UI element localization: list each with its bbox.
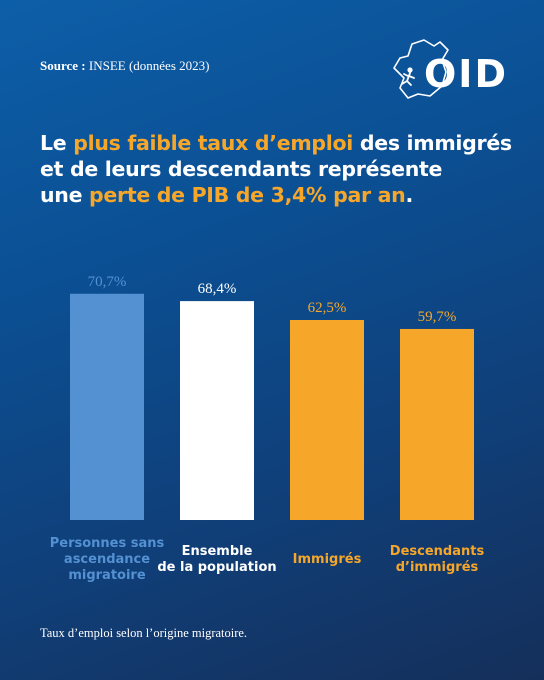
headline-line-1: Le plus faible taux d’emploi des immigré…	[40, 131, 512, 155]
headline: Le plus faible taux d’emploi des immigré…	[40, 130, 520, 208]
value-label-3: 62,5%	[308, 300, 347, 316]
category-label-4: Descendants d’immigrés	[390, 544, 485, 575]
category-label-3: Immigrés	[293, 552, 362, 567]
headline-highlight-2: perte de PIB de 3,4% par an	[89, 183, 406, 207]
category-label-1: Personnes sans ascendance migratoire	[50, 536, 165, 583]
bar-1	[70, 293, 144, 520]
value-label-1: 70,7%	[88, 274, 127, 290]
headline-line-3: une perte de PIB de 3,4% par an.	[40, 183, 413, 207]
france-map-runner-icon	[393, 39, 449, 99]
source-label: Source :	[40, 58, 86, 73]
value-label-2: 68,4%	[198, 281, 237, 297]
category-label-2: Ensemble de la population	[157, 544, 276, 575]
chart-caption: Taux d’emploi selon l’origine migratoire…	[40, 626, 248, 640]
bar-2	[180, 301, 254, 520]
source-line: Source : INSEE (données 2023)	[40, 58, 209, 74]
headline-line-2: et de leurs descendants représente	[40, 157, 443, 181]
headline-highlight-1: plus faible taux d’emploi	[73, 131, 353, 155]
bar-4	[400, 328, 474, 520]
source-text: INSEE (données 2023)	[88, 58, 210, 73]
bar-3	[290, 320, 364, 520]
logo-text: OID	[424, 52, 508, 96]
value-label-4: 59,7%	[418, 309, 457, 325]
